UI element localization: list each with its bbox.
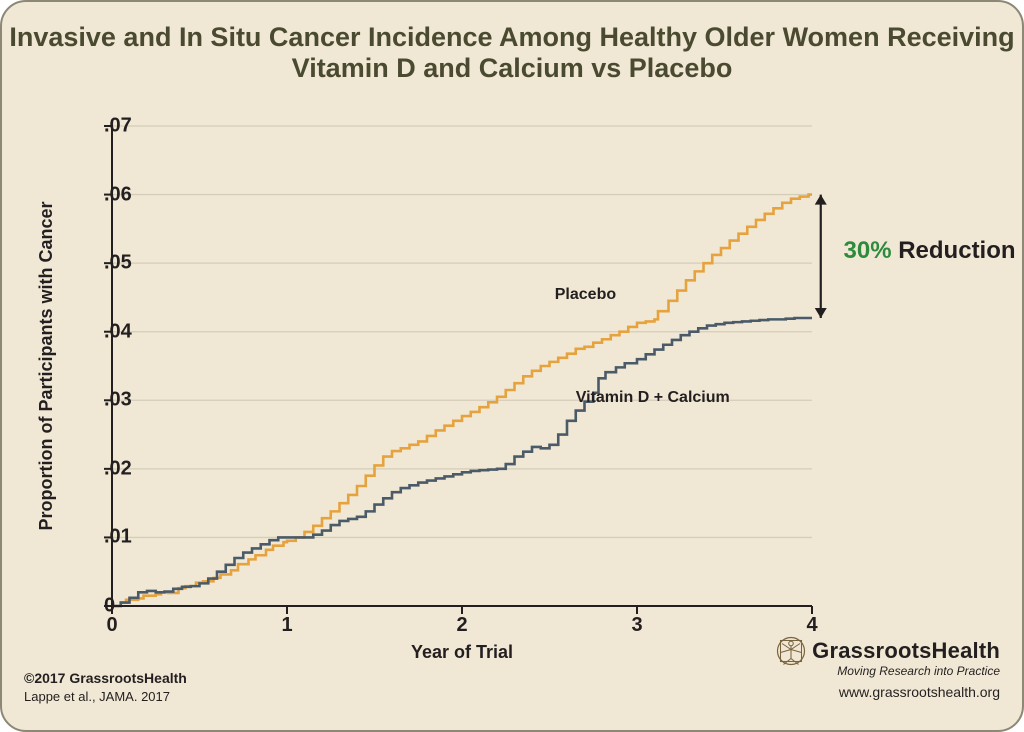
chart-title: Invasive and In Situ Cancer Incidence Am… — [2, 22, 1022, 84]
series-label-vitamin-d-calcium: Vitamin D + Calcium — [576, 389, 730, 407]
plot-svg — [112, 126, 812, 606]
xtick-label: 3 — [631, 606, 642, 637]
citation-text: Lappe et al., JAMA. 2017 — [24, 689, 170, 704]
xtick-label: 1 — [281, 606, 292, 637]
x-axis-label: Year of Trial — [411, 642, 513, 663]
vitruvian-icon — [776, 636, 806, 666]
logo-title: GrassrootsHealth — [812, 638, 1000, 664]
logo: GrassrootsHealth — [776, 636, 1000, 666]
xtick-label: 4 — [806, 606, 817, 637]
copyright-text: ©2017 GrassrootsHealth — [24, 670, 187, 686]
logo-url: www.grassrootshealth.org — [776, 684, 1000, 700]
ytick-label: .05 — [104, 252, 112, 275]
chart-card: Invasive and In Situ Cancer Incidence Am… — [0, 0, 1024, 732]
xtick-label: 0 — [106, 606, 117, 637]
ytick-label: .06 — [104, 183, 112, 206]
ytick-label: .04 — [104, 320, 112, 343]
reduction-pct: 30% — [844, 237, 892, 264]
reduction-word: Reduction — [892, 237, 1016, 264]
logo-block: GrassrootsHealth Moving Research into Pr… — [776, 636, 1000, 700]
ytick-label: .01 — [104, 526, 112, 549]
ytick-label: .02 — [104, 457, 112, 480]
plot-area: Proportion of Participants with Cancer Y… — [112, 126, 812, 606]
series-label-placebo: Placebo — [555, 286, 616, 304]
xtick-label: 2 — [456, 606, 467, 637]
reduction-annotation: 30% Reduction — [844, 237, 1016, 265]
y-axis-label: Proportion of Participants with Cancer — [36, 201, 57, 530]
ytick-label: .03 — [104, 389, 112, 412]
logo-tagline: Moving Research into Practice — [776, 664, 1000, 678]
ytick-label: .07 — [104, 115, 112, 138]
